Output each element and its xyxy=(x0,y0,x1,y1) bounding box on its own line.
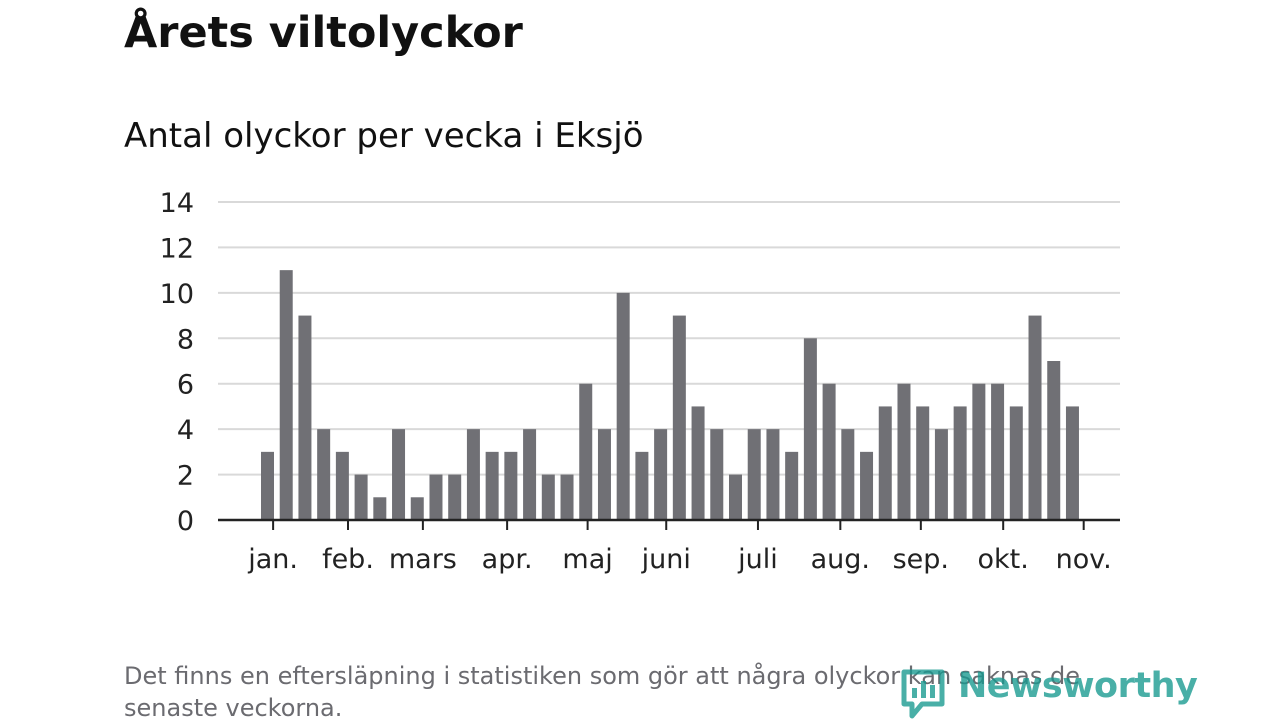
bar xyxy=(785,451,799,520)
bar xyxy=(1047,361,1061,520)
x-tick-label: juli xyxy=(737,544,778,575)
newsworthy-logo: Newsworthy xyxy=(900,666,1198,720)
bar xyxy=(541,474,555,520)
bar xyxy=(972,383,986,520)
bar xyxy=(916,406,930,520)
bar xyxy=(261,451,274,520)
bar xyxy=(897,383,911,520)
bar xyxy=(934,429,948,520)
bar xyxy=(616,292,630,520)
bar xyxy=(392,429,406,520)
footnote: Det finns en eftersläpning i statistiken… xyxy=(124,662,1080,720)
page-title: Årets viltolyckor xyxy=(124,8,523,58)
x-tick-label: juni xyxy=(641,544,691,575)
bar xyxy=(504,451,518,520)
y-tick-label: 2 xyxy=(177,461,194,492)
bar xyxy=(560,474,574,520)
bar xyxy=(597,429,611,520)
y-tick-label: 14 xyxy=(160,188,194,219)
bar xyxy=(841,429,855,520)
bar xyxy=(354,474,368,520)
y-tick-label: 8 xyxy=(177,324,194,355)
bar xyxy=(953,406,967,520)
x-tick-label: nov. xyxy=(1056,544,1112,575)
bar xyxy=(1028,315,1042,520)
bar xyxy=(766,429,780,520)
x-tick-label: jan. xyxy=(247,544,298,575)
y-tick-label: 0 xyxy=(177,506,194,537)
bar xyxy=(860,451,874,520)
x-tick-label: apr. xyxy=(482,544,533,575)
bar xyxy=(466,429,480,520)
bar xyxy=(747,429,761,520)
y-tick-label: 4 xyxy=(177,415,194,446)
bar xyxy=(317,429,331,520)
bar xyxy=(654,429,668,520)
bar xyxy=(672,315,686,520)
bar xyxy=(523,429,537,520)
bar xyxy=(579,383,593,520)
x-tick-label: feb. xyxy=(322,544,374,575)
bar xyxy=(878,406,892,520)
bar xyxy=(822,383,836,520)
bar xyxy=(1009,406,1023,520)
x-tick-label: aug. xyxy=(811,544,870,575)
bar-chart: 0 2 4 6 8 10 12 14 jan. feb. mars apr. maj juni juli au… xyxy=(160,188,1120,575)
bar xyxy=(485,451,499,520)
chart-title: Antal olyckor per vecka i Eksjö xyxy=(124,116,644,156)
bar xyxy=(410,497,424,520)
x-tick-label: sep. xyxy=(893,544,949,575)
bar xyxy=(335,451,349,520)
bar xyxy=(448,474,462,520)
bar xyxy=(373,497,387,520)
bar xyxy=(429,474,443,520)
x-tick-label: mars xyxy=(389,544,457,575)
bar xyxy=(635,451,649,520)
y-tick-label: 6 xyxy=(177,370,194,401)
bar xyxy=(729,474,742,520)
bar xyxy=(298,315,312,520)
bar xyxy=(991,383,1005,520)
x-tick-label: maj xyxy=(562,544,612,575)
bar xyxy=(1065,406,1079,520)
bar xyxy=(691,406,705,520)
bar xyxy=(710,429,724,520)
bar xyxy=(803,338,817,520)
y-tick-label: 10 xyxy=(160,279,194,310)
bar xyxy=(279,270,293,520)
y-tick-label: 12 xyxy=(160,233,194,264)
x-tick-label: okt. xyxy=(978,544,1029,575)
newsworthy-logo-icon xyxy=(901,669,945,719)
newsworthy-logo-text: Newsworthy xyxy=(958,666,1198,706)
